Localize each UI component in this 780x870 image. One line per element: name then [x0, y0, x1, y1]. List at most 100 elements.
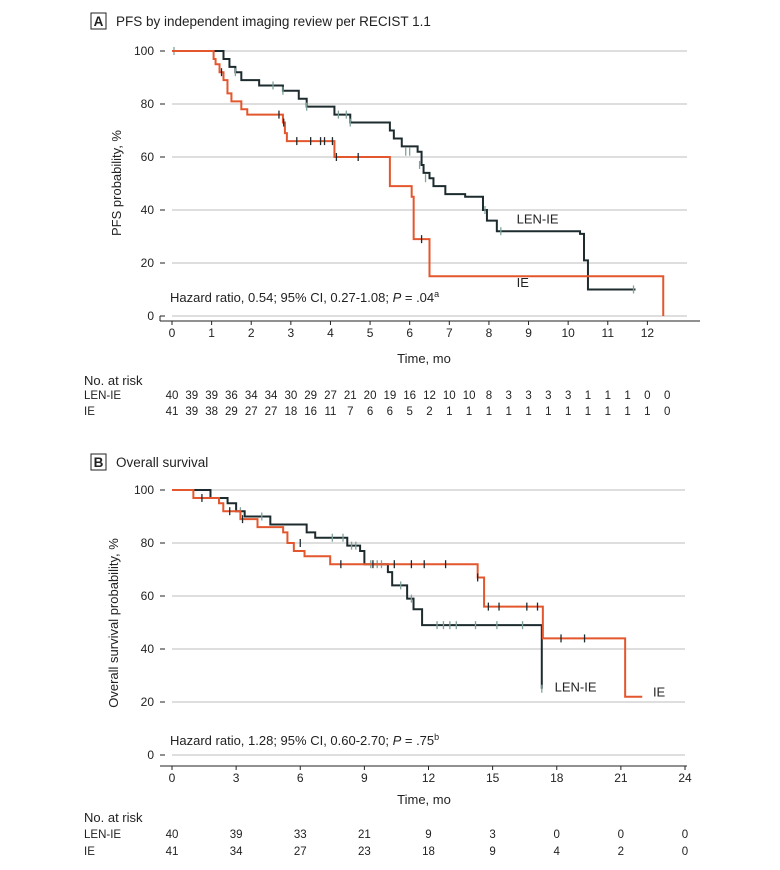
- panel-b-y-tick-label-100: 100: [134, 483, 154, 497]
- panel-b-gridlines: [172, 489, 685, 756]
- panel-a-risk-value: 1: [466, 406, 472, 418]
- panel-a-y-tick-label-80: 80: [141, 97, 155, 111]
- panel-a-risk-title: No. at risk: [84, 373, 143, 388]
- panel-b-y-tick-label-40: 40: [141, 642, 155, 656]
- panel-a-x-tick-label-0: 0: [169, 326, 176, 340]
- panel-a-risk-value: 34: [245, 390, 258, 402]
- panel-a-y-tick-label-0: 0: [147, 309, 154, 323]
- panel-a-risk-value: 0: [644, 390, 650, 402]
- panel-a-risk-value: 3: [525, 390, 531, 402]
- panel-a-series-len-ie-curve: [172, 50, 636, 291]
- panel-b-x-tick-label-9: 9: [361, 771, 368, 785]
- panel-a-risk-value: 38: [205, 406, 218, 418]
- panel-b-hazard-annotation: Hazard ratio, 1.28; 95% CI, 0.60-2.70; P…: [170, 732, 439, 748]
- panel-a-risk-value: 34: [265, 390, 278, 402]
- panel-a-risk-value: 27: [245, 406, 258, 418]
- panel-a-risk-value: 39: [205, 390, 218, 402]
- panel-a-risk-value: 1: [585, 406, 591, 418]
- panel-a-y-ticks: 0 20 40 60 80 100: [134, 44, 165, 323]
- panel-b-series: LEN-IE IE: [172, 489, 666, 700]
- panel-a-x-tick-label-4: 4: [327, 326, 334, 340]
- panel-a-label-box: [90, 12, 107, 30]
- panel-a-title: PFS by independent imaging review per RE…: [116, 14, 431, 29]
- panel-a-x-tick-label-1: 1: [208, 326, 215, 340]
- panel-a-risk-value: 20: [364, 390, 377, 402]
- panel-b-x-tick-label-18: 18: [550, 771, 564, 785]
- panel-a-x-tick-label-6: 6: [406, 326, 413, 340]
- panel-b-y-tick-label-0: 0: [147, 748, 154, 762]
- panel-b-y-tick-label-80: 80: [141, 536, 155, 550]
- panel-a-x-tick-label-12: 12: [641, 326, 655, 340]
- panel-a-risk-value: 1: [525, 406, 531, 418]
- panel-a: A PFS by independent imaging review per …: [84, 12, 700, 418]
- panel-b-risk-value: 41: [166, 846, 179, 858]
- panel-a-y-tick-label-20: 20: [141, 256, 155, 270]
- panel-b-risk-row-label: IE: [84, 846, 95, 858]
- panel-b-risk-value: 21: [358, 829, 371, 841]
- panel-b-label-box: [90, 453, 107, 471]
- panel-b-x-tick-label-15: 15: [486, 771, 500, 785]
- panel-b-risk-value: 0: [682, 829, 688, 841]
- panel-b-risk-value: 23: [358, 846, 371, 858]
- panel-b-risk-value: 9: [425, 829, 431, 841]
- panel-b-risk-value: 2: [618, 846, 624, 858]
- panel-a-risk-value: 6: [367, 406, 373, 418]
- panel-a-risk-value: 27: [324, 390, 337, 402]
- panel-b-risk-value: 4: [554, 846, 561, 858]
- panel-b-risk-value: 33: [294, 829, 307, 841]
- panel-a-x-tick-label-2: 2: [248, 326, 255, 340]
- panel-b-x-tick-label-6: 6: [297, 771, 304, 785]
- panel-b-risk-value: 18: [422, 846, 435, 858]
- panel-b-title: Overall survival: [116, 455, 208, 470]
- panel-a-risk-value: 29: [304, 390, 317, 402]
- panel-a-risk-value: 12: [423, 390, 436, 402]
- panel-a-risk-value: 1: [486, 406, 492, 418]
- panel-a-risk-value: 16: [304, 406, 317, 418]
- panel-a-series-label-len-ie: LEN-IE: [517, 211, 559, 226]
- panel-b-risk-table: LEN-IE 40 39 33 21 9 3 0 0 0 IE 41 34 27 23 18 9 4 2 0: [84, 829, 688, 858]
- panel-b-x-ticks: 0 3 6 9 12 15 18 21 24: [160, 765, 692, 785]
- panel-a-risk-value: 3: [506, 390, 512, 402]
- panel-b-risk-value: 0: [682, 846, 688, 858]
- panel-b-x-tick-label-24: 24: [678, 771, 692, 785]
- panel-a-risk-value: 3: [565, 390, 571, 402]
- panel-b-risk-title: No. at risk: [84, 810, 143, 825]
- panel-b-x-tick-label-12: 12: [422, 771, 436, 785]
- panel-b-risk-value: 27: [294, 846, 307, 858]
- panel-a-risk-value: 2: [426, 406, 432, 418]
- panel-b-y-axis-label: Overall survival probability, %: [106, 538, 121, 708]
- panel-b-risk-value: 39: [230, 829, 243, 841]
- panel-a-risk-value: 27: [265, 406, 278, 418]
- panel-a-risk-value: 0: [664, 406, 670, 418]
- panel-a-label: A: [94, 14, 104, 29]
- panel-b-x-tick-label-0: 0: [169, 771, 176, 785]
- panel-a-risk-row-label: IE: [84, 406, 95, 418]
- panel-b-x-axis-label: Time, mo: [397, 792, 451, 807]
- panel-b-series-len-ie-curve: [172, 489, 543, 689]
- panel-a-risk-value: 11: [324, 406, 336, 418]
- panel-a-risk-value: 1: [506, 406, 512, 418]
- panel-b-risk-value: 3: [489, 829, 495, 841]
- panel-a-risk-value: 1: [644, 406, 650, 418]
- panel-a-risk-value: 7: [347, 406, 353, 418]
- panel-a-x-tick-label-7: 7: [446, 326, 453, 340]
- panel-a-risk-value: 1: [624, 406, 630, 418]
- panel-a-risk-value: 18: [284, 406, 297, 418]
- panel-a-risk-value: 8: [486, 390, 492, 402]
- panel-b-risk-value: 34: [230, 846, 243, 858]
- panel-a-risk-value: 16: [403, 390, 416, 402]
- panel-b-risk-value: 40: [166, 829, 179, 841]
- panel-a-risk-value: 1: [605, 390, 611, 402]
- panel-a-x-tick-label-3: 3: [288, 326, 295, 340]
- panel-a-risk-value: 21: [344, 390, 357, 402]
- panel-a-risk-value: 3: [545, 390, 551, 402]
- panel-a-x-tick-label-11: 11: [602, 326, 615, 340]
- panel-b-y-tick-label-20: 20: [141, 695, 155, 709]
- panel-a-risk-value: 39: [185, 406, 198, 418]
- panel-a-risk-row-label: LEN-IE: [84, 390, 121, 402]
- panel-a-risk-value: 5: [406, 406, 412, 418]
- panel-b-series-label-ie: IE: [653, 685, 666, 700]
- panel-b-y-ticks: 0 20 40 60 80 100: [134, 483, 165, 762]
- panel-a-risk-value: 30: [284, 390, 297, 402]
